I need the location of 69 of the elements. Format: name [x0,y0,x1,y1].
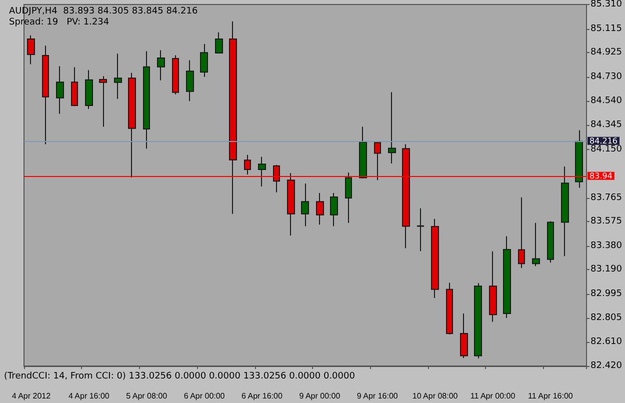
y-tick-label: 85.115 [590,24,622,34]
candlestick [172,54,179,95]
y-tick-label: 83.190 [590,264,622,275]
candlestick [460,312,468,358]
y-tick-label: 83.765 [590,192,622,203]
candlestick [374,142,381,181]
candlestick [114,53,122,100]
candlestick [42,45,49,145]
chart-title: AUDJPY,H4 83.893 84.305 83.845 84.216 [9,6,198,16]
candlestick [157,50,165,81]
candlestick [388,92,396,164]
candlestick [244,154,251,175]
candlestick [575,130,583,188]
candlestick [186,60,194,102]
candlestick [258,156,266,187]
candlestick [85,70,93,110]
candlestick [215,32,223,54]
x-tick-label: 6 Apr 00:00 [184,392,226,400]
candlestick [345,172,352,224]
candlestick [474,282,482,359]
candlestick [518,196,525,269]
candlestick [431,218,439,298]
candlestick [71,66,78,107]
candlestick [532,222,540,267]
candlestick [547,220,554,264]
candlestick [143,50,150,150]
x-tick-label: 5 Apr 08:00 [126,392,168,400]
ref-line-label: 84.216 [590,136,618,146]
candlestick [229,20,237,214]
candlestick [99,76,107,128]
x-tick-label: 6 Apr 16:00 [242,392,283,400]
y-tick-label: 85.310 [590,0,622,10]
candlestick [446,282,453,335]
text: (TrendCCI: 14, From CCI: 0) 133.0256 0.0000 0.0000 133.0256 0.0000 0.0000 [4,372,356,382]
y-tick-label: 84.150 [590,144,622,155]
y-tick-label: 84.540 [590,96,622,106]
candlestick [287,172,295,236]
candlestick [200,44,208,78]
x-tick-label: 11 Apr 16:00 [528,392,574,400]
y-tick-label: 82.805 [590,312,622,323]
x-tick-label: 4 Apr 16:00 [68,392,110,400]
text: Spread: 19 PV: 1.234 [9,18,110,28]
y-tick-label: 82.995 [590,289,622,300]
candlestick [301,183,309,227]
candlestick [330,192,338,227]
x-tick-label: 9 Apr 16:00 [356,392,398,400]
y-tick-label: 84.730 [590,72,622,82]
y-tick-label: 84.925 [590,48,622,58]
candlestick [417,208,424,252]
candlestick [273,164,280,193]
x-tick-label: 10 Apr 08:00 [412,392,458,400]
ref-line-label: 83.94 [590,171,612,180]
candlestick [128,72,136,178]
x-tick-label: 11 Apr 00:00 [470,392,516,400]
candlestick [359,126,367,179]
y-tick-label: 83.380 [590,240,622,251]
y-tick-label: 84.345 [590,120,622,130]
y-tick-label: 83.575 [590,216,622,227]
candlestick [489,250,497,322]
candlestick [316,192,324,226]
y-tick-label: 82.610 [590,337,622,348]
candlestick [503,236,511,318]
candlestick [561,166,569,257]
x-tick-label: 4 Apr 2012 [12,392,52,400]
y-tick-label: 82.420 [590,361,622,371]
x-tick-label: 9 Apr 00:00 [299,392,341,400]
candlestick [27,34,35,65]
candlestick [56,66,64,114]
candlestick [402,144,410,249]
